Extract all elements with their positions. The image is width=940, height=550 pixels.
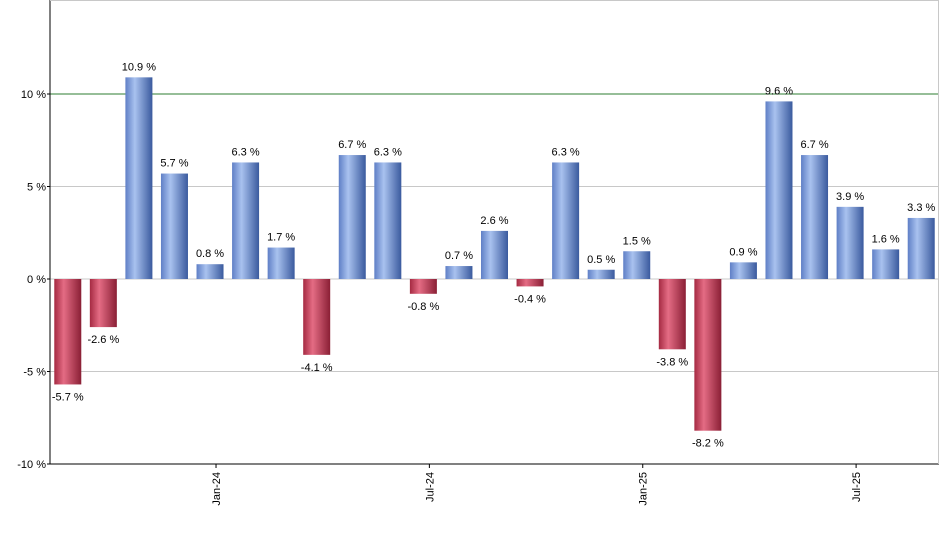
bar-negative — [89, 279, 117, 328]
bar-negative — [54, 279, 82, 385]
data-label: 6.3 % — [374, 146, 402, 158]
x-tick-label: Jul-25 — [851, 472, 863, 502]
bar-negative — [409, 279, 437, 294]
data-label: -0.8 % — [407, 301, 439, 313]
data-label: 1.7 % — [267, 232, 295, 244]
data-label: 6.7 % — [338, 139, 366, 151]
x-tick-label: Jan-25 — [638, 472, 650, 506]
bar-positive — [232, 162, 260, 279]
bar-negative — [658, 279, 686, 350]
bar-positive — [374, 162, 402, 279]
plot-area: -10 % -5 % 0 % 5 % 10 % -5.7 % -2.6 % 10.9 % 5.7… — [17, 0, 939, 506]
bar-positive — [338, 155, 366, 279]
data-label: 1.6 % — [872, 233, 900, 245]
data-label: 6.3 % — [552, 146, 580, 158]
data-label: 3.3 % — [907, 202, 935, 214]
bar-positive — [872, 249, 900, 279]
bar-positive — [267, 247, 295, 279]
y-tick-label: -10 % — [17, 459, 46, 471]
data-label: -3.8 % — [656, 356, 688, 368]
data-label: -2.6 % — [87, 334, 119, 346]
bar-positive — [836, 206, 864, 279]
y-tick-label: -5 % — [23, 367, 46, 379]
bar-positive — [801, 155, 829, 279]
data-label: -8.2 % — [692, 438, 724, 450]
data-label: 0.7 % — [445, 250, 473, 262]
x-tick-label: Jul-24 — [424, 472, 436, 502]
x-tick-label: Jan-24 — [211, 472, 223, 506]
bar-negative — [694, 279, 722, 431]
bar-negative — [303, 279, 331, 355]
y-tick-label: 10 % — [21, 89, 46, 101]
bar-positive — [125, 77, 153, 279]
bar-positive — [481, 230, 508, 279]
bar-positive — [445, 266, 473, 279]
data-label: 1.5 % — [623, 235, 651, 247]
bar-negative — [516, 279, 544, 287]
data-label: 10.9 % — [122, 61, 156, 73]
y-tick-label: 0 % — [27, 274, 46, 286]
data-label: 6.7 % — [800, 139, 828, 151]
bar-positive — [623, 251, 651, 279]
data-label: 2.6 % — [480, 215, 508, 227]
bar-positive — [765, 101, 793, 280]
data-label: 0.5 % — [587, 254, 615, 266]
y-tick-label: 5 % — [27, 182, 46, 194]
bar-positive — [907, 217, 935, 279]
data-label: 3.9 % — [836, 191, 864, 203]
bar-positive — [196, 264, 224, 279]
data-label: 0.8 % — [196, 248, 224, 260]
data-label: -0.4 % — [514, 293, 546, 305]
bar-positive — [160, 173, 188, 279]
bar-positive — [552, 162, 580, 279]
data-label: -5.7 % — [52, 391, 84, 403]
bar-positive — [587, 269, 615, 279]
data-label: -4.1 % — [301, 362, 333, 374]
bar-positive — [729, 262, 757, 279]
data-label: 0.9 % — [729, 246, 757, 258]
data-label: 6.3 % — [232, 146, 260, 158]
data-label: 9.6 % — [765, 85, 793, 97]
data-label: 5.7 % — [160, 158, 188, 170]
